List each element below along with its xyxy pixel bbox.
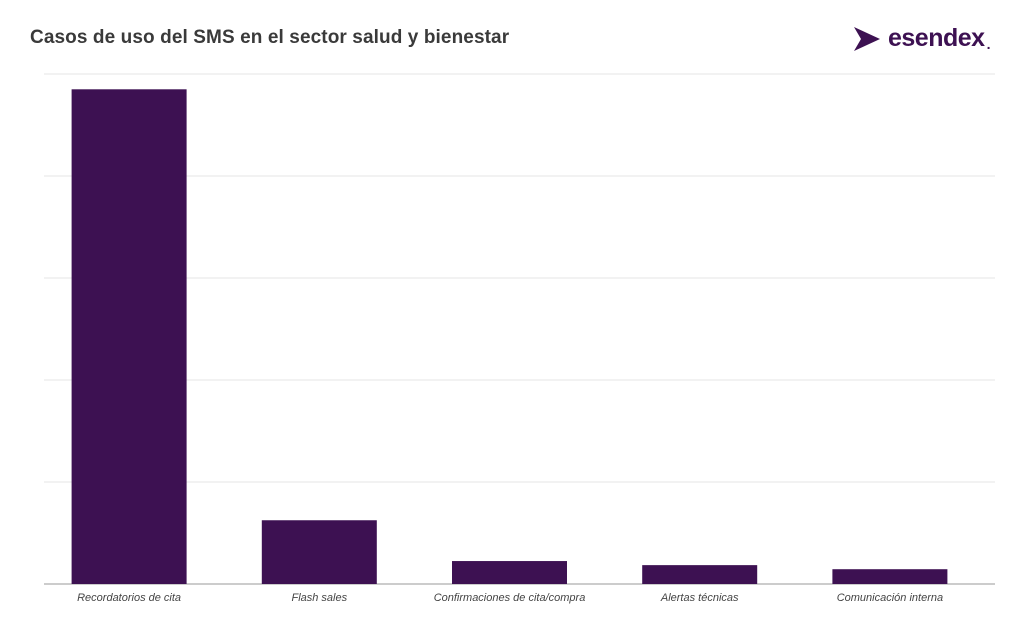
bar — [642, 565, 758, 584]
x-tick-label: Confirmaciones de cita/compra — [434, 592, 586, 604]
x-tick-label: Comunicación interna — [837, 592, 943, 604]
bar — [261, 520, 377, 584]
gridlines — [44, 73, 995, 585]
x-tick-label: Flash sales — [291, 592, 347, 604]
bars — [71, 89, 948, 585]
brand-dot: . — [986, 35, 991, 52]
esendex-arrow-icon — [854, 26, 880, 51]
x-tick-label: Recordatorios de cita — [77, 592, 181, 604]
x-tick-labels: Recordatorios de cita Flash sales Confirma… — [77, 592, 943, 604]
chart-title: Casos de uso del SMS en el sector salud … — [30, 27, 510, 48]
bar — [832, 569, 948, 584]
bar — [452, 561, 567, 584]
bar — [71, 89, 187, 585]
x-tick-label: Alertas técnicas — [660, 592, 739, 604]
brand-logo: esendex . — [852, 24, 990, 53]
brand-name: esendex — [888, 24, 985, 52]
